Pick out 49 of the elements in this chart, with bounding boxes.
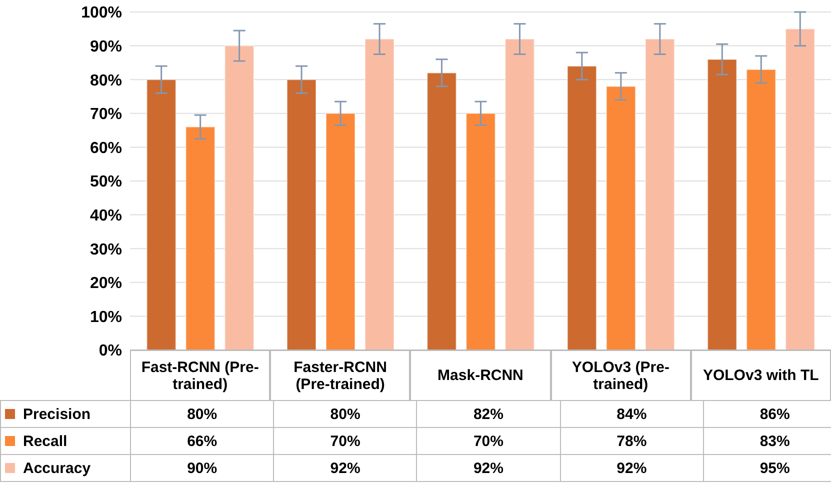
y-tick-label: 10% [90, 308, 122, 326]
x-tick-label: Fast-RCNN (Pre-trained) [140, 358, 260, 392]
y-tick-label: 70% [90, 106, 122, 124]
y-tick-label: 100% [81, 4, 122, 22]
bar [746, 68, 776, 350]
data-label: 80% [130, 400, 274, 428]
x-tick-label: Mask-RCNN [438, 367, 524, 384]
data-label: 90% [130, 454, 274, 482]
bar [286, 79, 317, 350]
legend-label: Recall [23, 432, 68, 450]
bar [426, 72, 457, 350]
legend-label: Accuracy [23, 460, 91, 476]
y-tick-label: 80% [90, 72, 122, 90]
data-label: 66% [130, 428, 274, 454]
x-tick-label: Faster-RCNN (Pre-trained) [292, 358, 388, 392]
bar [466, 112, 496, 350]
data-label: 92% [274, 454, 417, 482]
bar [644, 38, 675, 350]
bar [566, 66, 597, 350]
bar [504, 38, 535, 350]
y-tick-label: 20% [90, 275, 122, 292]
bar [707, 58, 738, 350]
bar [785, 28, 816, 350]
data-label: 70% [416, 428, 560, 454]
bar [364, 38, 395, 350]
y-tick-label: 90% [90, 38, 122, 56]
data-label: 92% [560, 454, 704, 482]
y-tick-label: 40% [90, 207, 122, 224]
data-label: 80% [274, 400, 417, 428]
y-tick-label: 50% [90, 174, 122, 191]
y-tick-label: 30% [90, 241, 122, 258]
bar [185, 126, 216, 350]
y-tick-label: 0% [98, 342, 122, 360]
data-label: 95% [703, 454, 831, 482]
data-label: 86% [703, 400, 831, 428]
data-label: 83% [703, 428, 831, 454]
y-tick-label: 60% [90, 140, 122, 157]
x-tick-label: YOLOv3 (Pre-trained) [570, 358, 670, 392]
data-label: 82% [416, 400, 560, 428]
data-label: 84% [560, 400, 704, 428]
data-label: 92% [416, 454, 560, 482]
bar [224, 45, 254, 350]
data-label: 78% [560, 428, 704, 454]
bar [146, 79, 176, 350]
x-tick-label: YOLOv3 with TL [702, 367, 819, 384]
bar [606, 86, 636, 350]
data-label: 70% [274, 428, 417, 454]
legend-label: Precision [23, 406, 91, 422]
bar [326, 112, 356, 350]
